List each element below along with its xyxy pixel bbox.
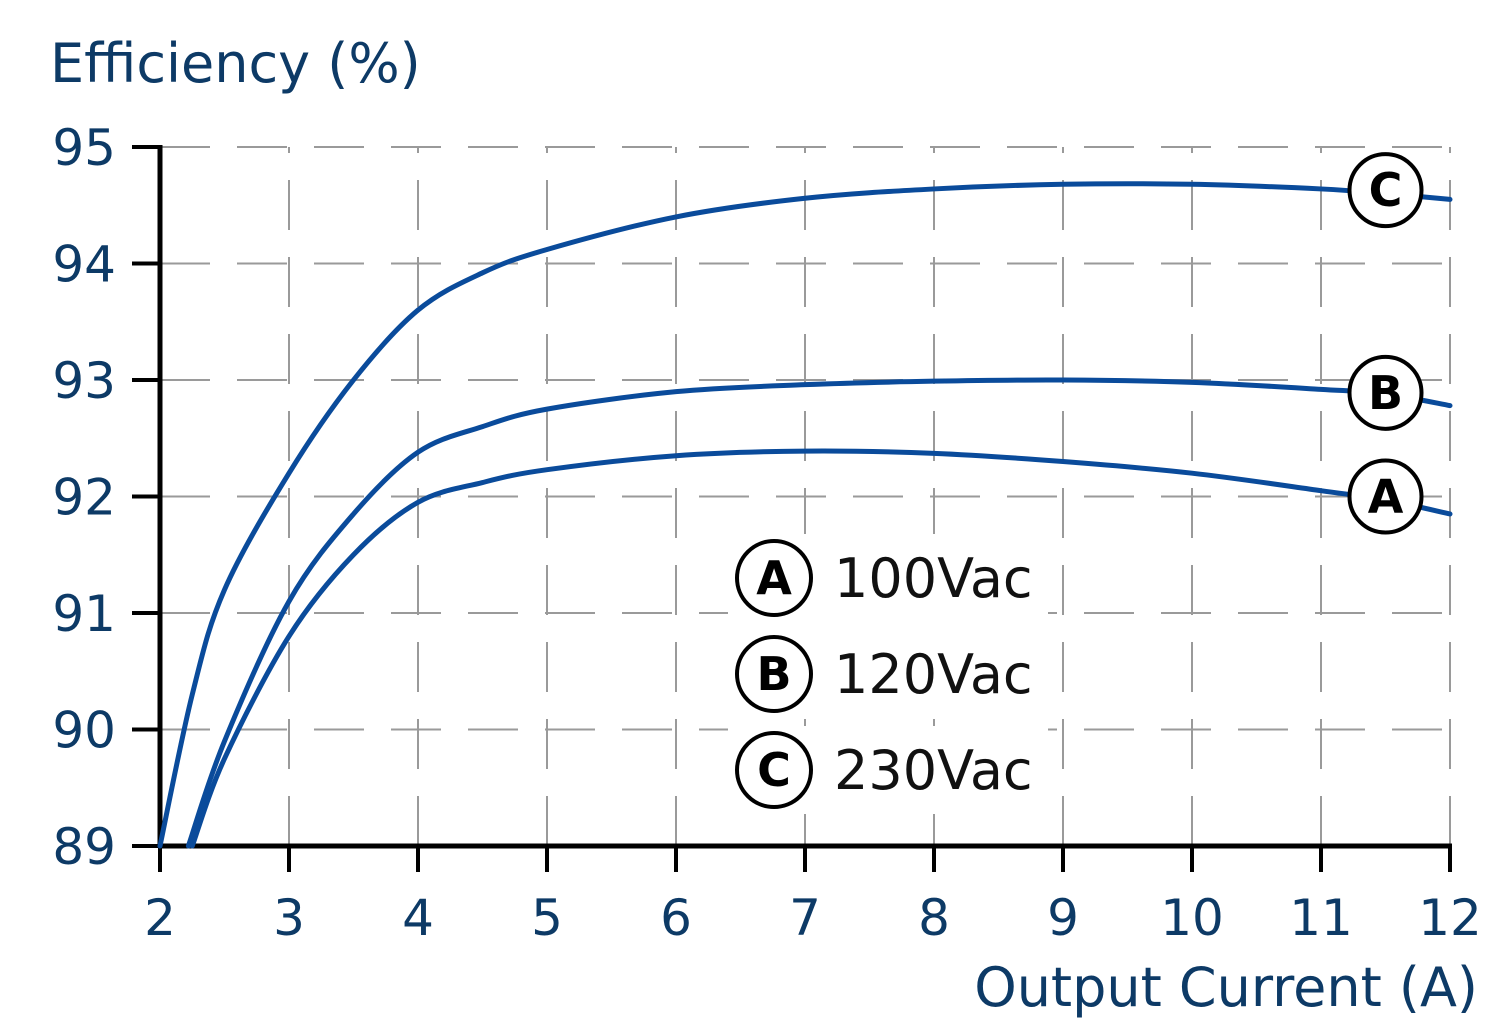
y-axis-title: Efficiency (%) (50, 32, 421, 95)
legend-marker-letter: B (756, 647, 791, 701)
y-tick-label: 94 (52, 236, 116, 294)
series-marker-a: A (1347, 458, 1424, 535)
x-tick-label: 6 (660, 889, 692, 947)
legend-label: 100Vac (834, 547, 1033, 610)
marker-circle-icon (1347, 458, 1424, 535)
x-tick-label: 3 (273, 889, 305, 947)
legend: A 100Vac B 120Vac C 230Vac (728, 534, 1048, 814)
x-tick-label: 10 (1160, 889, 1224, 947)
y-tick-label: 89 (52, 818, 116, 876)
legend-label: 120Vac (834, 643, 1033, 706)
x-tick-label: 11 (1289, 889, 1353, 947)
marker-circle-icon (1347, 152, 1424, 229)
legend-marker-circle-icon (735, 731, 813, 809)
legend-marker-circle-icon (735, 635, 813, 713)
data-series (157, 181, 1453, 849)
marker-circle-icon (1347, 354, 1424, 431)
x-axis-title: Output Current (A) (974, 956, 1478, 1019)
series-line-b (185, 377, 1453, 849)
x-tick-label: 5 (531, 889, 563, 947)
series-marker-b: B (1347, 354, 1424, 431)
marker-letter: B (1368, 366, 1403, 420)
legend-marker-letter: C (757, 743, 791, 797)
y-tick-label: 92 (52, 469, 116, 527)
y-tick-label: 93 (52, 352, 116, 410)
legend-item-c: C 230Vac (728, 726, 1048, 814)
series-line-a (189, 448, 1453, 849)
series-markers: AB C (1347, 152, 1424, 535)
legend-marker-circle-icon (735, 539, 813, 617)
axes (132, 145, 1452, 872)
legend-label: 230Vac (834, 739, 1033, 802)
x-tick-label: 12 (1418, 889, 1482, 947)
series-marker-c: C (1347, 152, 1424, 229)
series-line-c (157, 181, 1453, 849)
legend-item-a: A 100Vac (728, 534, 1048, 622)
x-tick-label: 4 (402, 889, 434, 947)
x-tick-label: 2 (144, 889, 176, 947)
marker-letter: C (1369, 163, 1403, 217)
x-tick-label: 7 (789, 889, 821, 947)
legend-item-b: B 120Vac (728, 630, 1048, 718)
legend-marker-letter: A (756, 551, 792, 605)
x-tick-label: 9 (1047, 889, 1079, 947)
x-tick-label: 8 (918, 889, 950, 947)
marker-letter: A (1368, 470, 1404, 524)
y-tick-label: 90 (52, 702, 116, 760)
y-tick-label: 91 (52, 585, 116, 643)
y-tick-label: 95 (52, 119, 116, 177)
